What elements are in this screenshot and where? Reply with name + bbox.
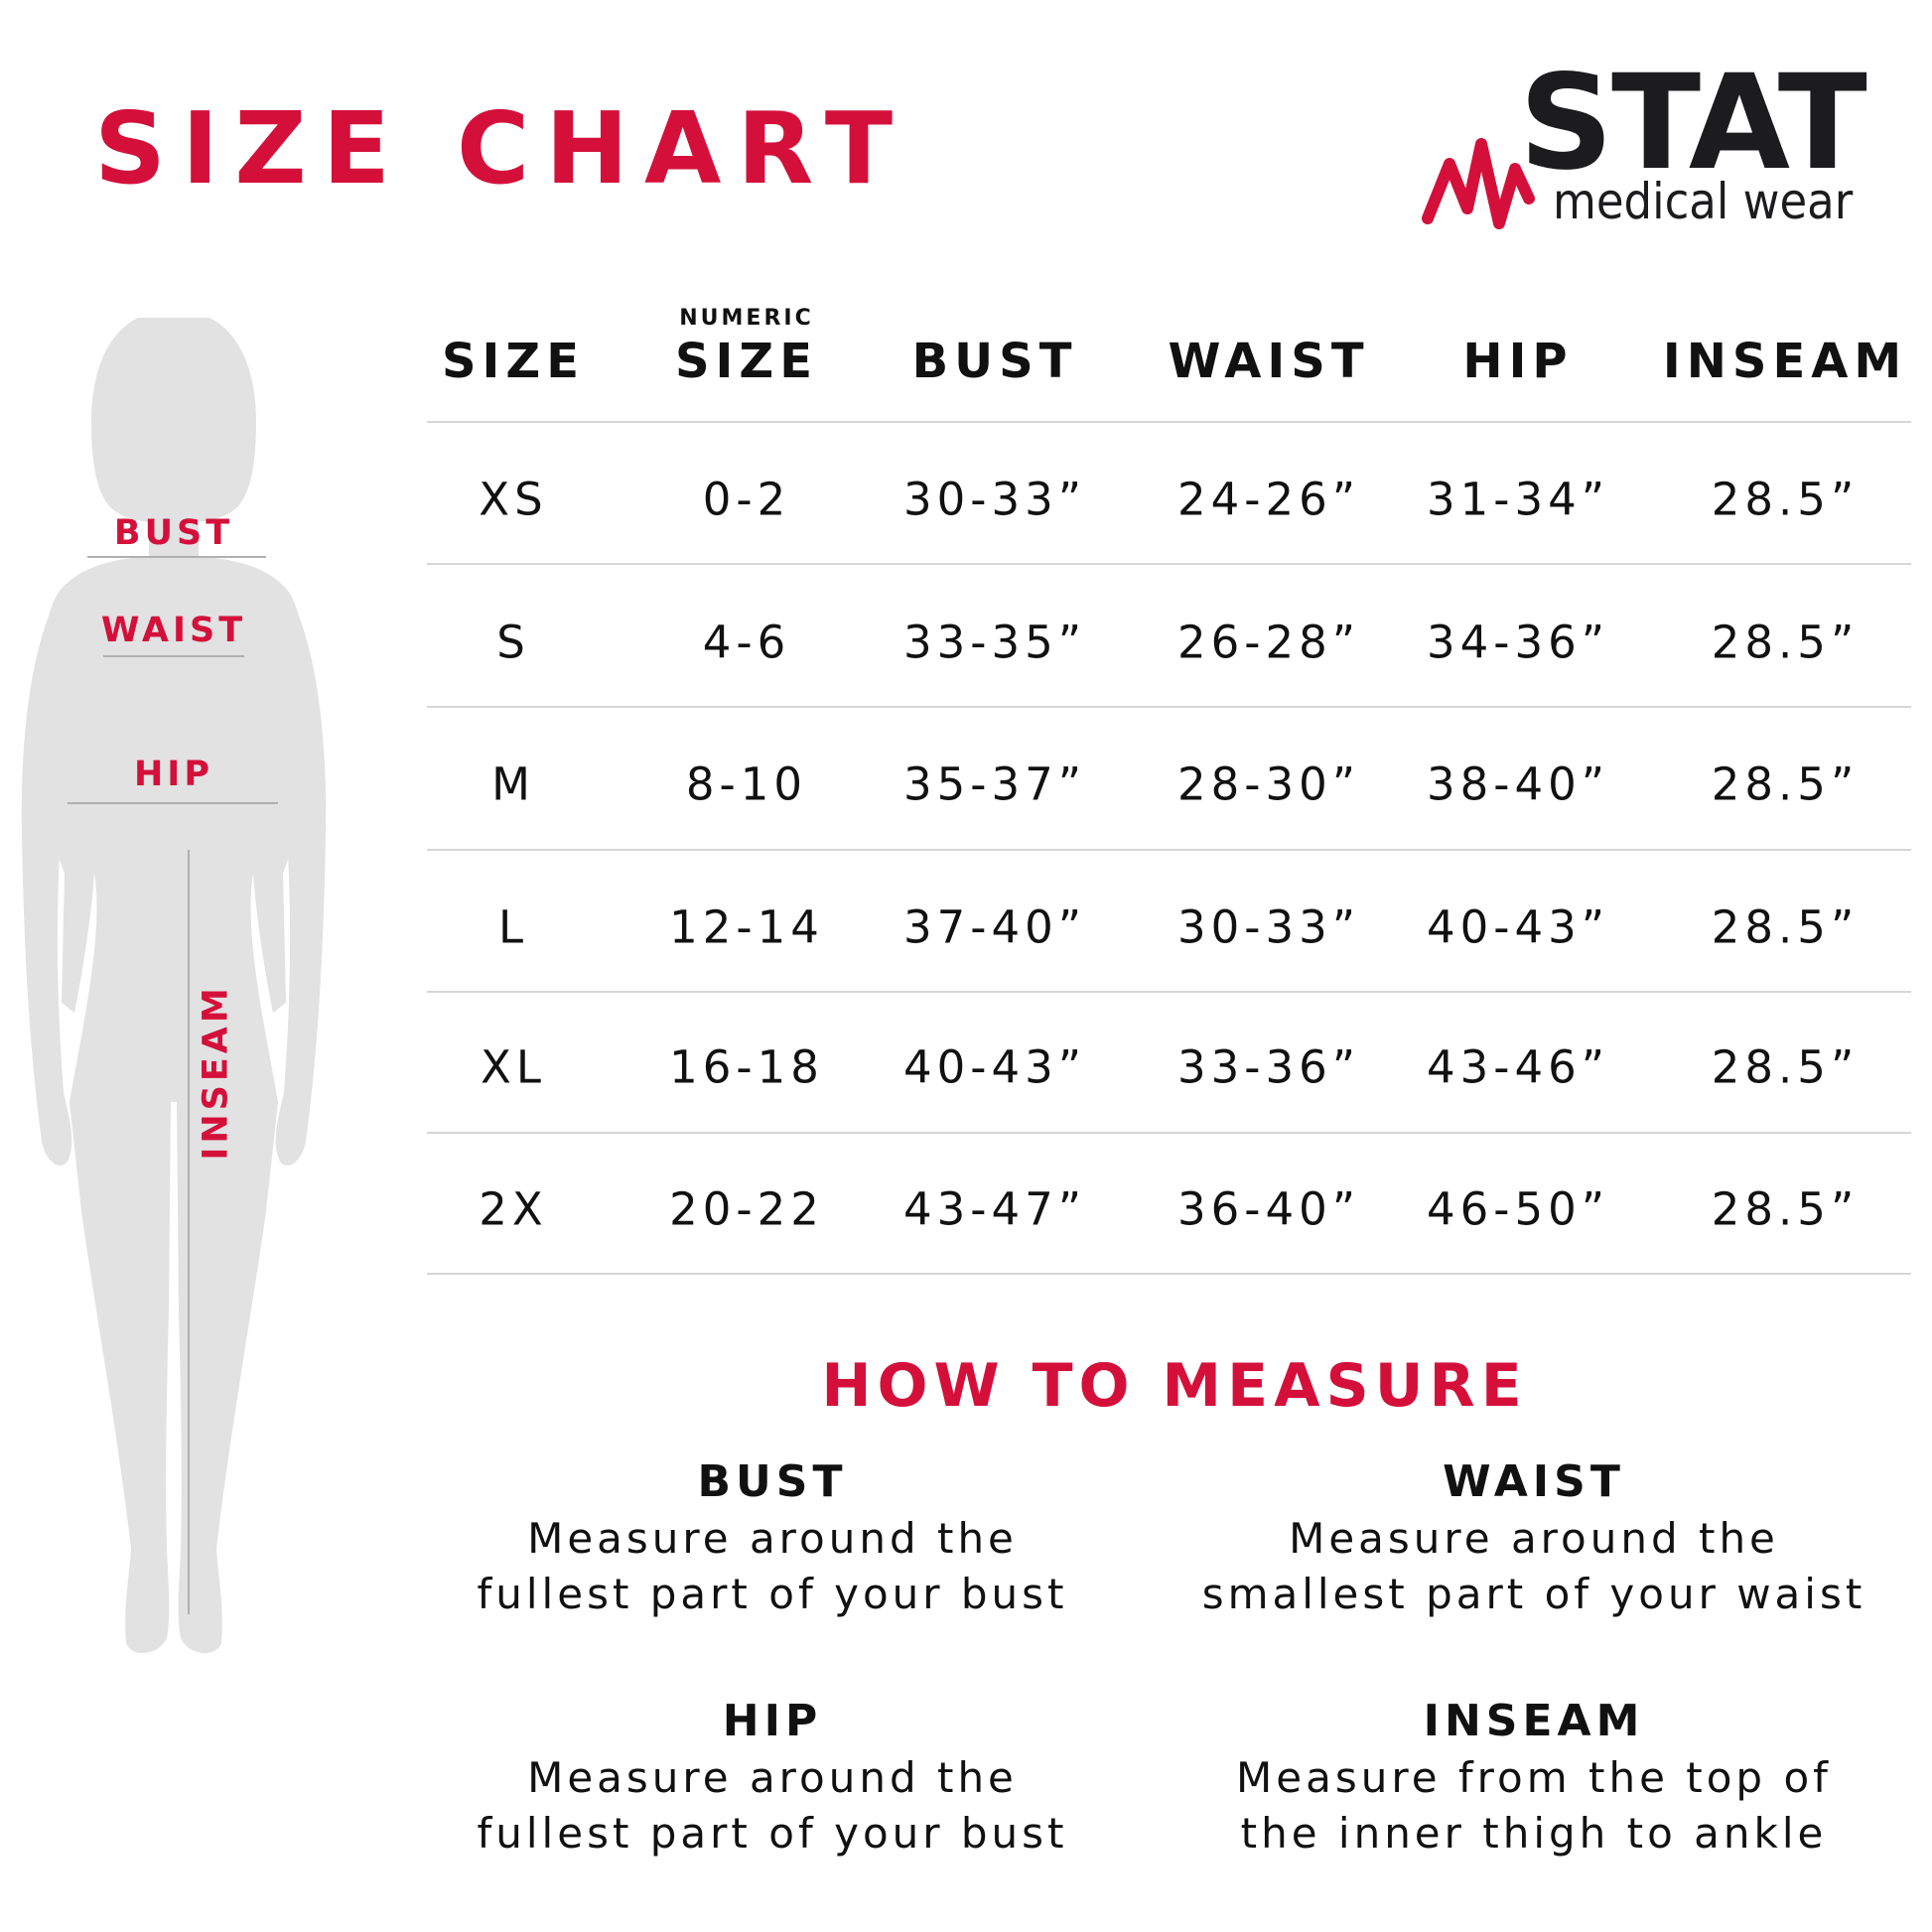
cell-waist: 28-30”: [1176, 758, 1361, 811]
measure-tip-text: Measure around the: [1289, 1514, 1779, 1563]
measure-tip-bust: BUST Measure around the fullest part of …: [415, 1453, 1130, 1622]
page-title: SIZE CHART: [94, 90, 909, 207]
cell-size: S: [496, 616, 530, 669]
measure-tip-text: Measure from the top of: [1236, 1753, 1832, 1802]
measure-tip-heading: INSEAM: [1423, 1696, 1645, 1746]
figure-label-hip: HIP: [134, 755, 213, 794]
row-divider: [427, 1273, 1911, 1275]
cell-hip: 40-43”: [1426, 900, 1610, 954]
cell-bust: 33-35”: [902, 616, 1087, 669]
cell-numeric-size: 20-22: [669, 1182, 824, 1236]
cell-waist: 36-40”: [1176, 1182, 1361, 1236]
row-divider: [427, 1132, 1911, 1134]
cell-size: 2X: [479, 1182, 548, 1236]
cell-inseam: 28.5”: [1711, 900, 1860, 954]
cell-hip: 43-46”: [1426, 1040, 1610, 1094]
measure-tip-heading: BUST: [697, 1456, 848, 1507]
brand-logo: STAT medical wear: [1420, 58, 1906, 238]
cell-inseam: 28.5”: [1711, 1040, 1860, 1094]
cell-bust: 43-47”: [902, 1182, 1087, 1236]
cell-waist: 24-26”: [1176, 473, 1361, 526]
cell-inseam: 28.5”: [1711, 1182, 1860, 1236]
cell-numeric-size: 16-18: [669, 1040, 824, 1094]
cell-hip: 31-34”: [1426, 473, 1610, 526]
measure-tip-waist: WAIST Measure around the smallest part o…: [1176, 1453, 1891, 1622]
cell-size: XL: [481, 1040, 546, 1094]
measure-tip-heading: HIP: [722, 1696, 823, 1746]
cell-size: XS: [479, 473, 548, 526]
row-divider: [427, 706, 1911, 708]
bust-line: [87, 556, 266, 558]
heartbeat-icon: [1422, 138, 1535, 229]
figure-label-inseam: INSEAM: [196, 984, 236, 1161]
measure-tip-text: smallest part of your waist: [1201, 1570, 1866, 1618]
row-divider: [427, 849, 1911, 851]
waist-line: [103, 655, 244, 657]
body-silhouette-icon: [21, 310, 327, 1654]
cell-size: L: [497, 900, 529, 954]
measure-tip-text: Measure around the: [527, 1753, 1018, 1802]
brand-name: STAT: [1519, 47, 1867, 200]
inseam-line: [188, 850, 190, 1614]
brand-tagline: medical wear: [1553, 173, 1854, 230]
cell-numeric-size: 8-10: [685, 758, 808, 811]
measure-tip-heading: WAIST: [1443, 1456, 1625, 1507]
cell-waist: 30-33”: [1176, 900, 1361, 954]
body-figure: BUST WAIST HIP INSEAM: [20, 310, 417, 1708]
cell-hip: 46-50”: [1426, 1182, 1610, 1236]
cell-numeric-size: 12-14: [669, 900, 824, 954]
cell-numeric-size: 0-2: [702, 473, 791, 526]
measure-tip-text: Measure around the: [527, 1514, 1018, 1563]
hip-line: [68, 802, 278, 804]
measure-tip-text: the inner thigh to ankle: [1240, 1809, 1828, 1858]
cell-bust: 35-37”: [902, 758, 1087, 811]
figure-label-waist: WAIST: [100, 611, 247, 650]
cell-waist: 26-28”: [1176, 616, 1361, 669]
figure-label-bust: BUST: [113, 513, 234, 553]
cell-waist: 33-36”: [1176, 1040, 1361, 1094]
how-to-measure-title: HOW TO MEASURE: [821, 1351, 1528, 1421]
cell-numeric-size: 4-6: [702, 616, 791, 669]
measure-tip-text: fullest part of your bust: [477, 1809, 1068, 1858]
cell-inseam: 28.5”: [1711, 758, 1860, 811]
cell-bust: 37-40”: [902, 900, 1087, 954]
cell-inseam: 28.5”: [1711, 473, 1860, 526]
measure-tip-inseam: INSEAM Measure from the top of the inner…: [1176, 1693, 1891, 1862]
measure-tip-hip: HIP Measure around the fullest part of y…: [415, 1693, 1130, 1862]
measure-tip-text: fullest part of your bust: [477, 1570, 1068, 1618]
size-table: SIZE NUMERIC SIZE BUST WAIST HIP INSEAM …: [427, 298, 1911, 1276]
cell-hip: 38-40”: [1426, 758, 1610, 811]
cell-hip: 34-36”: [1426, 616, 1610, 669]
cell-bust: 40-43”: [902, 1040, 1087, 1094]
cell-size: M: [491, 758, 535, 811]
row-divider: [427, 991, 1911, 993]
cell-bust: 30-33”: [902, 473, 1087, 526]
row-divider: [427, 421, 1911, 423]
cell-inseam: 28.5”: [1711, 616, 1860, 669]
row-divider: [427, 563, 1911, 565]
